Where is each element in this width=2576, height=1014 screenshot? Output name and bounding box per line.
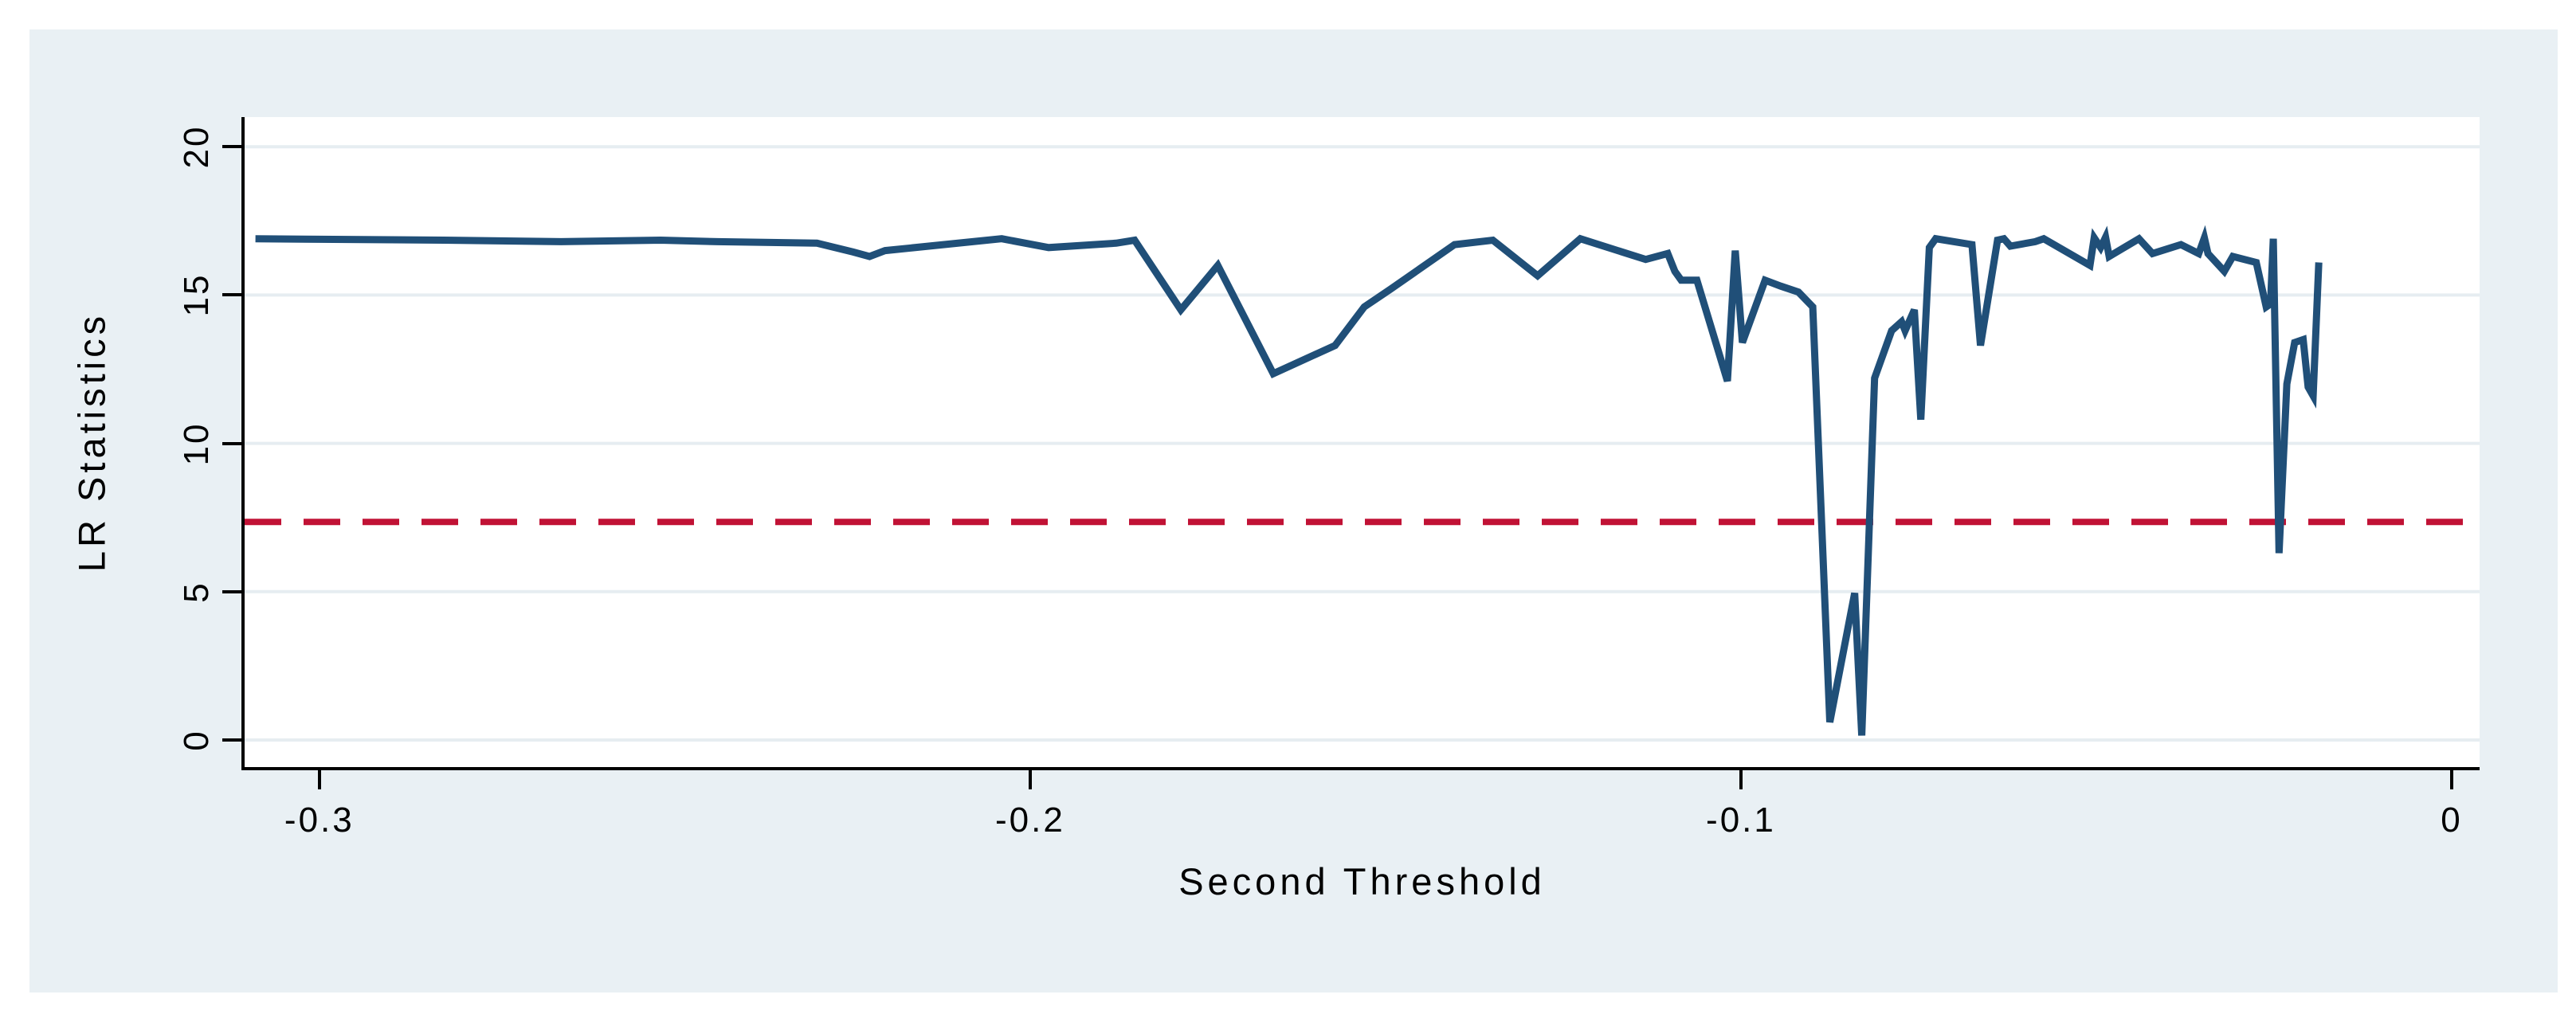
x-tick-mark [1028, 770, 1032, 789]
figure-background: 0 5 10 15 20 -0.3 -0.2 -0.1 0 LR Statistics Sec… [29, 29, 2558, 992]
y-tick-label: 5 [177, 581, 216, 603]
x-tick-mark [2450, 770, 2454, 789]
y-tick-label: 15 [177, 272, 216, 317]
x-tick-label: -0.2 [994, 801, 1065, 840]
plot-area: 0 5 10 15 20 -0.3 -0.2 -0.1 0 LR Statistics Sec… [71, 117, 2480, 902]
y-tick-label: 10 [177, 421, 216, 466]
y-axis-title: LR Statistics [70, 311, 113, 573]
x-tick-mark [317, 770, 321, 789]
x-tick-label: -0.3 [284, 801, 355, 840]
y-tick-mark [222, 145, 241, 149]
y-tick-label: 0 [177, 729, 216, 751]
y-tick-mark [222, 589, 241, 593]
y-tick-mark [222, 441, 241, 445]
lr-line-chart [245, 145, 2480, 742]
y-tick-mark [222, 293, 241, 297]
y-tick-label: 20 [177, 124, 216, 169]
x-tick-label: 0 [2441, 801, 2463, 840]
x-tick-label: -0.1 [1706, 801, 1776, 840]
lr-statistic-line [255, 225, 2323, 736]
x-tick-mark [1739, 770, 1743, 789]
x-axis-title: Second Threshold [1178, 860, 1546, 902]
y-tick-mark [222, 738, 241, 742]
